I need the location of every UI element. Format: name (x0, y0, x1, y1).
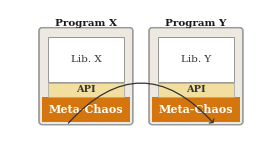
Text: Lib. Y: Lib. Y (181, 55, 211, 64)
Text: API: API (76, 85, 96, 94)
Text: Meta-Chaos: Meta-Chaos (49, 104, 123, 115)
FancyBboxPatch shape (39, 28, 133, 125)
Bar (48, 83, 123, 97)
Text: Lib. X: Lib. X (70, 55, 101, 64)
Bar (158, 83, 233, 97)
Text: Program X: Program X (55, 19, 117, 28)
Text: Meta-Chaos: Meta-Chaos (159, 104, 233, 115)
FancyBboxPatch shape (149, 28, 243, 125)
Bar (42, 97, 130, 122)
Bar (48, 37, 123, 82)
Bar (158, 37, 233, 82)
Bar (152, 97, 240, 122)
Text: Program Y: Program Y (165, 19, 227, 28)
Text: API: API (186, 85, 206, 94)
